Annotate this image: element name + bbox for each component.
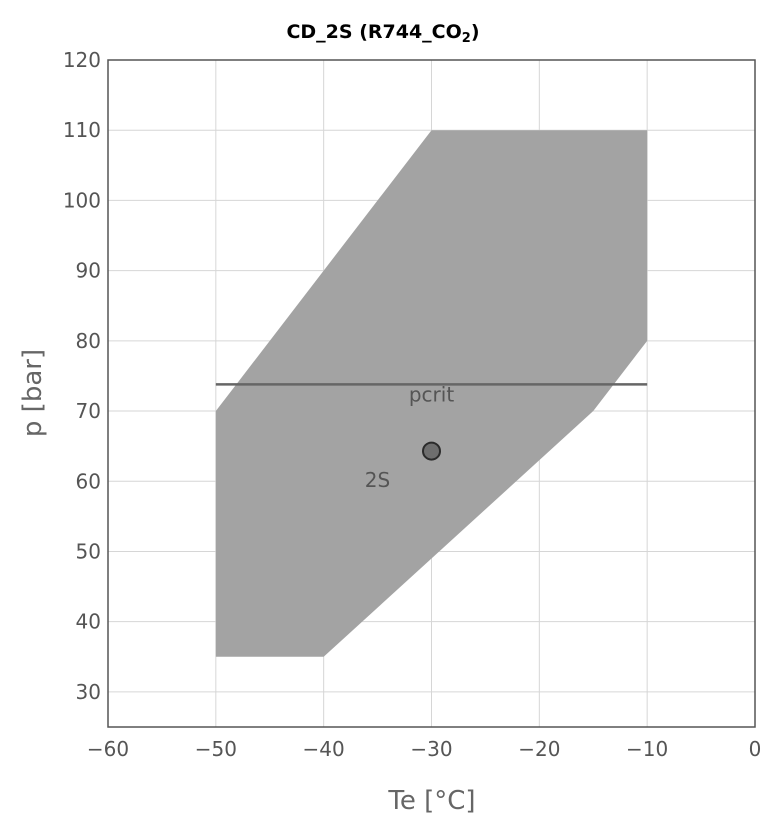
plot-frame — [107, 59, 756, 728]
y-tick-label: 60 — [76, 469, 101, 493]
x-tick-label: −60 — [87, 737, 129, 761]
y-axis-ticks: 30 40 50 60 70 80 90 100 110 120 — [63, 48, 101, 704]
chart-title-close: ) — [471, 21, 480, 43]
x-axis-label: Te [°C] — [387, 786, 475, 814]
y-tick-label: 70 — [76, 399, 101, 423]
chart-title: CD_2S (R744_CO2) — [286, 21, 479, 46]
y-tick-label: 110 — [63, 118, 101, 142]
x-tick-label: 0 — [749, 737, 762, 761]
chart-title-main: CD_2S (R744_CO — [286, 21, 461, 43]
plot-area: pcrit 2S — [215, 130, 648, 657]
x-tick-label: −10 — [626, 737, 668, 761]
y-tick-label: 100 — [63, 188, 101, 212]
x-tick-label: −30 — [410, 737, 452, 761]
y-tick-label: 80 — [76, 329, 101, 353]
operating-envelope — [215, 130, 648, 657]
x-axis-ticks: −60 −50 −40 −30 −20 −10 0 — [87, 737, 761, 761]
x-tick-label: −50 — [195, 737, 237, 761]
y-tick-label: 50 — [76, 539, 101, 563]
x-tick-label: −20 — [518, 737, 560, 761]
y-tick-label: 40 — [76, 610, 101, 634]
y-axis-label: p [bar] — [18, 349, 48, 437]
pcrit-label: pcrit — [409, 382, 454, 406]
point-2s-label: 2S — [365, 468, 390, 492]
x-tick-label: −40 — [303, 737, 345, 761]
y-tick-label: 30 — [76, 680, 101, 704]
y-tick-label: 90 — [76, 259, 101, 283]
y-tick-label: 120 — [63, 48, 101, 72]
chart-title-subscript: 2 — [462, 31, 471, 46]
point-2s — [422, 441, 441, 461]
